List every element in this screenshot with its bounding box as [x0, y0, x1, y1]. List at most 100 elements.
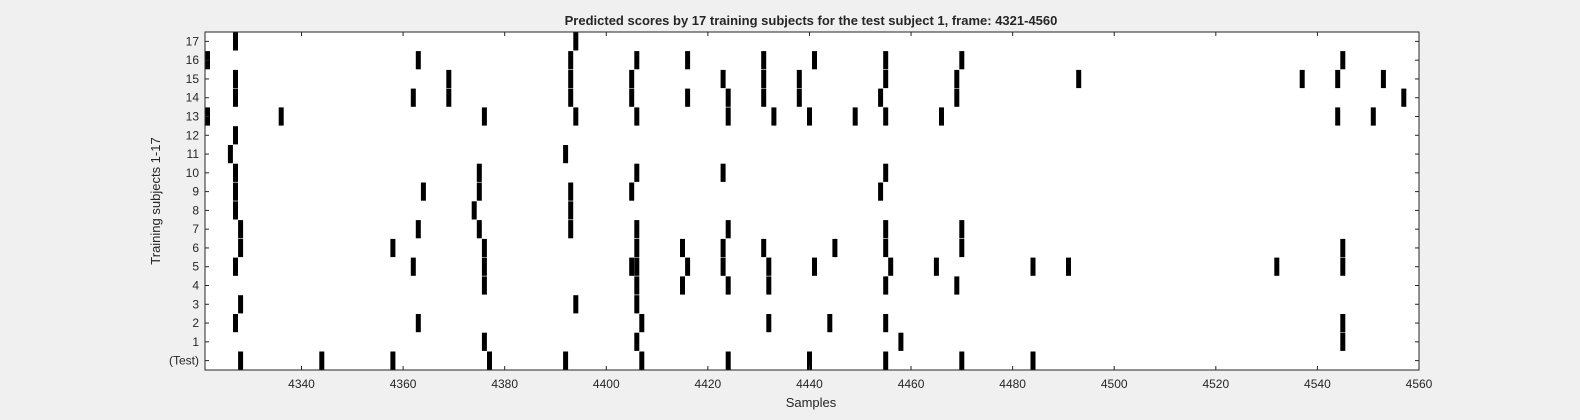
score-mark — [446, 69, 452, 89]
score-mark — [568, 88, 574, 107]
score-mark — [1299, 69, 1305, 89]
score-mark — [766, 314, 772, 333]
score-mark — [761, 69, 767, 89]
score-mark — [827, 314, 833, 333]
score-mark — [1340, 238, 1346, 258]
y-tick-label: 8 — [192, 203, 199, 217]
score-mark — [1335, 107, 1341, 126]
score-mark — [410, 257, 416, 276]
y-tick-label: 7 — [192, 222, 199, 236]
score-mark — [1340, 332, 1346, 351]
score-mark — [685, 257, 691, 276]
score-mark — [1335, 69, 1341, 89]
score-mark — [233, 182, 238, 201]
score-mark — [446, 88, 452, 107]
y-tick-label: 11 — [187, 147, 200, 161]
score-mark — [852, 107, 858, 126]
chart-marks — [205, 32, 1407, 370]
score-mark — [954, 88, 960, 107]
score-mark — [959, 351, 965, 370]
score-mark — [415, 314, 421, 333]
score-mark — [227, 145, 233, 164]
score-mark — [883, 276, 889, 295]
y-axis-label: Training subjects 1-17 — [148, 137, 163, 264]
score-mark — [771, 107, 777, 126]
score-mark — [568, 201, 574, 220]
score-mark — [568, 51, 574, 70]
x-axis-label: Samples — [786, 395, 837, 410]
y-tick-label: 10 — [186, 166, 200, 180]
score-mark — [573, 295, 579, 314]
score-mark — [685, 88, 691, 107]
score-mark — [629, 257, 635, 276]
score-mark — [233, 126, 238, 145]
score-mark — [481, 276, 487, 295]
x-tick-label: 4420 — [695, 377, 722, 391]
score-mark — [634, 276, 640, 295]
score-mark — [888, 257, 894, 276]
score-mark — [476, 182, 482, 201]
score-mark — [796, 88, 802, 107]
y-tick-label: (Test) — [169, 354, 199, 368]
score-mark — [563, 145, 569, 164]
score-mark — [761, 238, 767, 258]
score-mark — [634, 107, 640, 126]
score-mark — [563, 351, 569, 370]
score-mark — [954, 69, 960, 89]
score-mark — [1401, 88, 1407, 107]
score-mark — [832, 238, 838, 258]
x-tick-label: 4380 — [491, 377, 518, 391]
score-mark — [415, 51, 421, 70]
x-tick-label: 4440 — [796, 377, 823, 391]
score-mark — [1340, 257, 1346, 276]
score-mark — [481, 257, 487, 276]
score-mark — [898, 332, 904, 351]
y-tick-label: 15 — [186, 72, 200, 86]
y-tick-label: 13 — [186, 110, 200, 124]
score-mark — [766, 276, 772, 295]
score-mark — [629, 182, 635, 201]
score-mark — [634, 51, 640, 70]
score-mark — [878, 182, 884, 201]
y-tick-label: 3 — [192, 297, 199, 311]
score-mark — [883, 314, 889, 333]
score-mark — [761, 88, 767, 107]
score-mark — [725, 107, 731, 126]
x-tick-label: 4500 — [1101, 377, 1128, 391]
score-mark — [720, 69, 726, 89]
score-mark — [634, 220, 640, 239]
score-mark — [878, 88, 884, 107]
score-mark — [410, 88, 416, 107]
score-mark — [720, 238, 726, 258]
x-tick-label: 4540 — [1304, 377, 1331, 391]
score-mark — [812, 51, 817, 70]
score-mark — [680, 276, 685, 295]
score-mark — [481, 238, 487, 258]
score-mark — [233, 88, 238, 107]
score-mark — [573, 107, 579, 126]
score-mark — [629, 88, 635, 107]
score-mark — [471, 201, 477, 220]
y-tick-label: 17 — [186, 34, 200, 48]
score-mark — [233, 69, 238, 89]
score-mark — [629, 69, 635, 89]
score-mark — [278, 107, 284, 126]
score-mark — [634, 295, 640, 314]
x-tick-label: 4480 — [999, 377, 1026, 391]
plot-area — [205, 32, 1419, 370]
score-mark — [319, 351, 325, 370]
score-mark — [233, 32, 238, 51]
score-mark — [1274, 257, 1280, 276]
score-mark — [883, 51, 889, 70]
score-mark — [233, 257, 238, 276]
score-mark — [238, 295, 244, 314]
y-tick-label: 2 — [192, 316, 199, 330]
score-mark — [959, 220, 965, 239]
score-mark — [573, 32, 579, 51]
x-tick-label: 4460 — [898, 377, 925, 391]
score-mark — [487, 351, 492, 370]
score-mark — [420, 182, 426, 201]
score-mark — [766, 257, 772, 276]
score-mark — [812, 257, 817, 276]
